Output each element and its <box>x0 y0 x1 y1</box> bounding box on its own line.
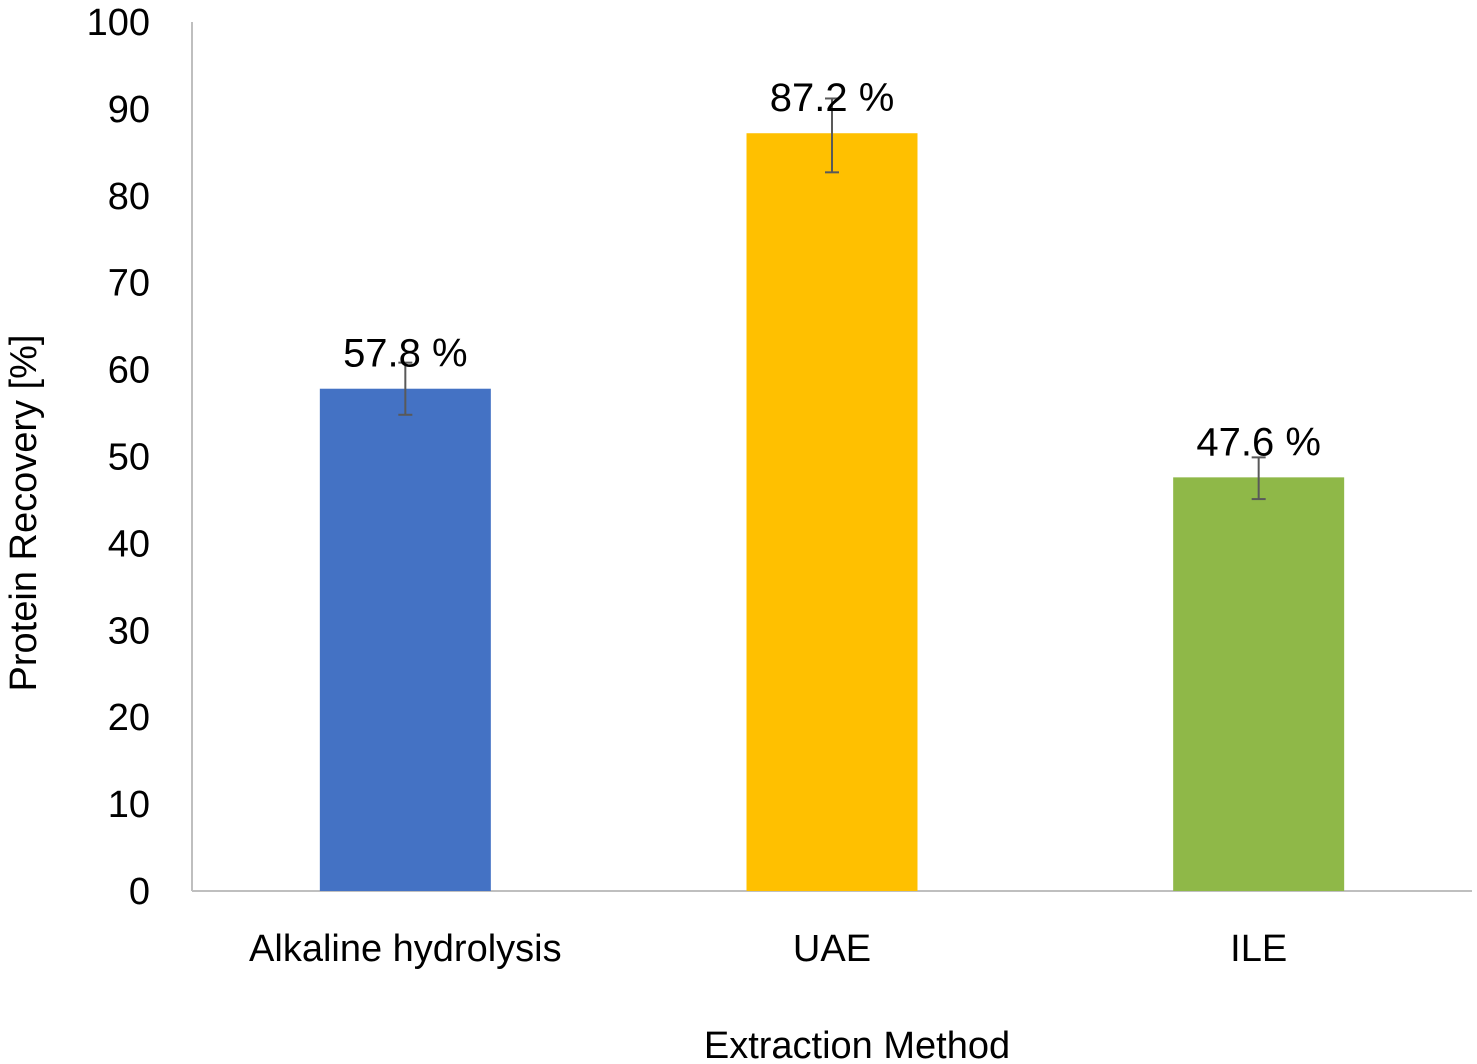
data-label: 57.8 % <box>343 332 468 376</box>
bar <box>1173 477 1345 891</box>
x-category-label: Alkaline hydrolysis <box>249 928 562 970</box>
y-axis-ticks: 0 10 20 30 40 50 60 70 80 90 100 <box>87 2 150 913</box>
data-label: 47.6 % <box>1196 420 1321 464</box>
y-tick-label: 80 <box>108 176 150 218</box>
error-bar <box>398 361 413 416</box>
bar <box>746 133 918 891</box>
y-tick-label: 20 <box>108 697 150 739</box>
y-tick-label: 100 <box>87 2 150 44</box>
data-labels-group: 57.8 % 87.2 % 47.6 % <box>343 76 1321 464</box>
y-tick-label: 40 <box>108 523 150 565</box>
y-tick-label: 0 <box>129 871 150 913</box>
x-category-label: UAE <box>793 928 871 970</box>
error-bar <box>825 97 839 174</box>
error-bars-group <box>398 97 1266 501</box>
y-tick-label: 30 <box>108 610 150 652</box>
x-axis-title: Extraction Method <box>704 1025 1010 1064</box>
y-tick-label: 60 <box>108 350 150 392</box>
bar <box>319 388 491 891</box>
category-labels-group: Alkaline hydrolysis UAE ILE <box>249 928 1287 970</box>
y-tick-label: 10 <box>108 784 150 826</box>
y-axis-title: Protein Recovery [%] <box>3 335 45 692</box>
data-label: 87.2 % <box>770 76 895 120</box>
y-tick-label: 90 <box>108 89 150 131</box>
bars-group <box>319 133 1345 891</box>
error-bar <box>1251 456 1266 501</box>
x-category-label: ILE <box>1230 928 1287 970</box>
y-tick-label: 70 <box>108 263 150 305</box>
y-tick-label: 50 <box>108 437 150 479</box>
